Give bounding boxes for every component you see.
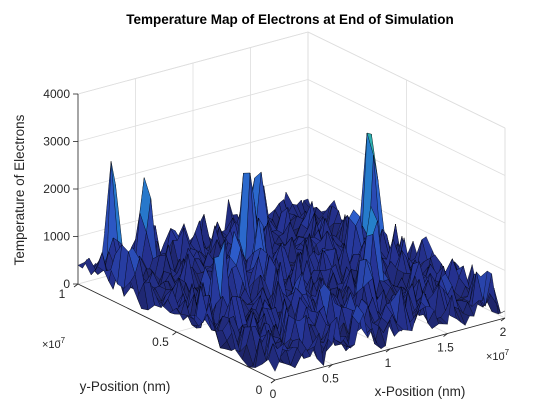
z-tick-label: 4000: [43, 87, 70, 101]
x-tick-label: 1.5: [437, 341, 454, 355]
y-tick-label: 0.5: [152, 335, 169, 349]
y-tick-label: 0: [256, 383, 263, 397]
chart-title: Temperature Map of Electrons at End of S…: [126, 12, 454, 27]
y-tick-mark: [270, 379, 276, 384]
x-tick-label: 1: [385, 356, 392, 370]
x-exponent-power: -7: [502, 348, 510, 357]
surface-layer: [77, 132, 506, 372]
x-tick-label: 0: [270, 387, 277, 401]
y-axis-label: y-Position (nm): [80, 379, 171, 394]
x-exponent-label: ×10 -7: [486, 348, 510, 363]
z-tick-label: 2000: [43, 182, 70, 196]
pane-edge: [77, 31, 309, 95]
x-tick-mark: [500, 317, 506, 322]
y-exponent-base: ×10: [42, 339, 61, 351]
x-tick-label: 0.5: [322, 372, 339, 386]
pane-edge: [307, 31, 506, 129]
z-tick-label: 3000: [43, 135, 70, 149]
x-axis-label: x-Position (nm): [375, 384, 466, 399]
x-tick-mark: [328, 364, 333, 368]
y-exponent-label: ×10 -7: [42, 336, 66, 351]
z-tick-label: 0: [63, 277, 70, 291]
y-tick-mark: [73, 283, 79, 288]
x-tick-mark: [443, 333, 448, 337]
surface-patch: [268, 342, 280, 372]
x-exponent-base: ×10: [486, 351, 505, 363]
y-tick-mark: [172, 331, 177, 336]
y-tick-label: 1: [59, 287, 66, 301]
z-tick-label: 1000: [43, 230, 70, 244]
y-exponent-power: -7: [58, 336, 66, 345]
x-tick-mark: [385, 348, 391, 353]
surface-patch: [84, 257, 96, 276]
x-tick-label: 2: [500, 325, 507, 339]
z-axis-label: Temperature of Electrons: [12, 114, 27, 265]
